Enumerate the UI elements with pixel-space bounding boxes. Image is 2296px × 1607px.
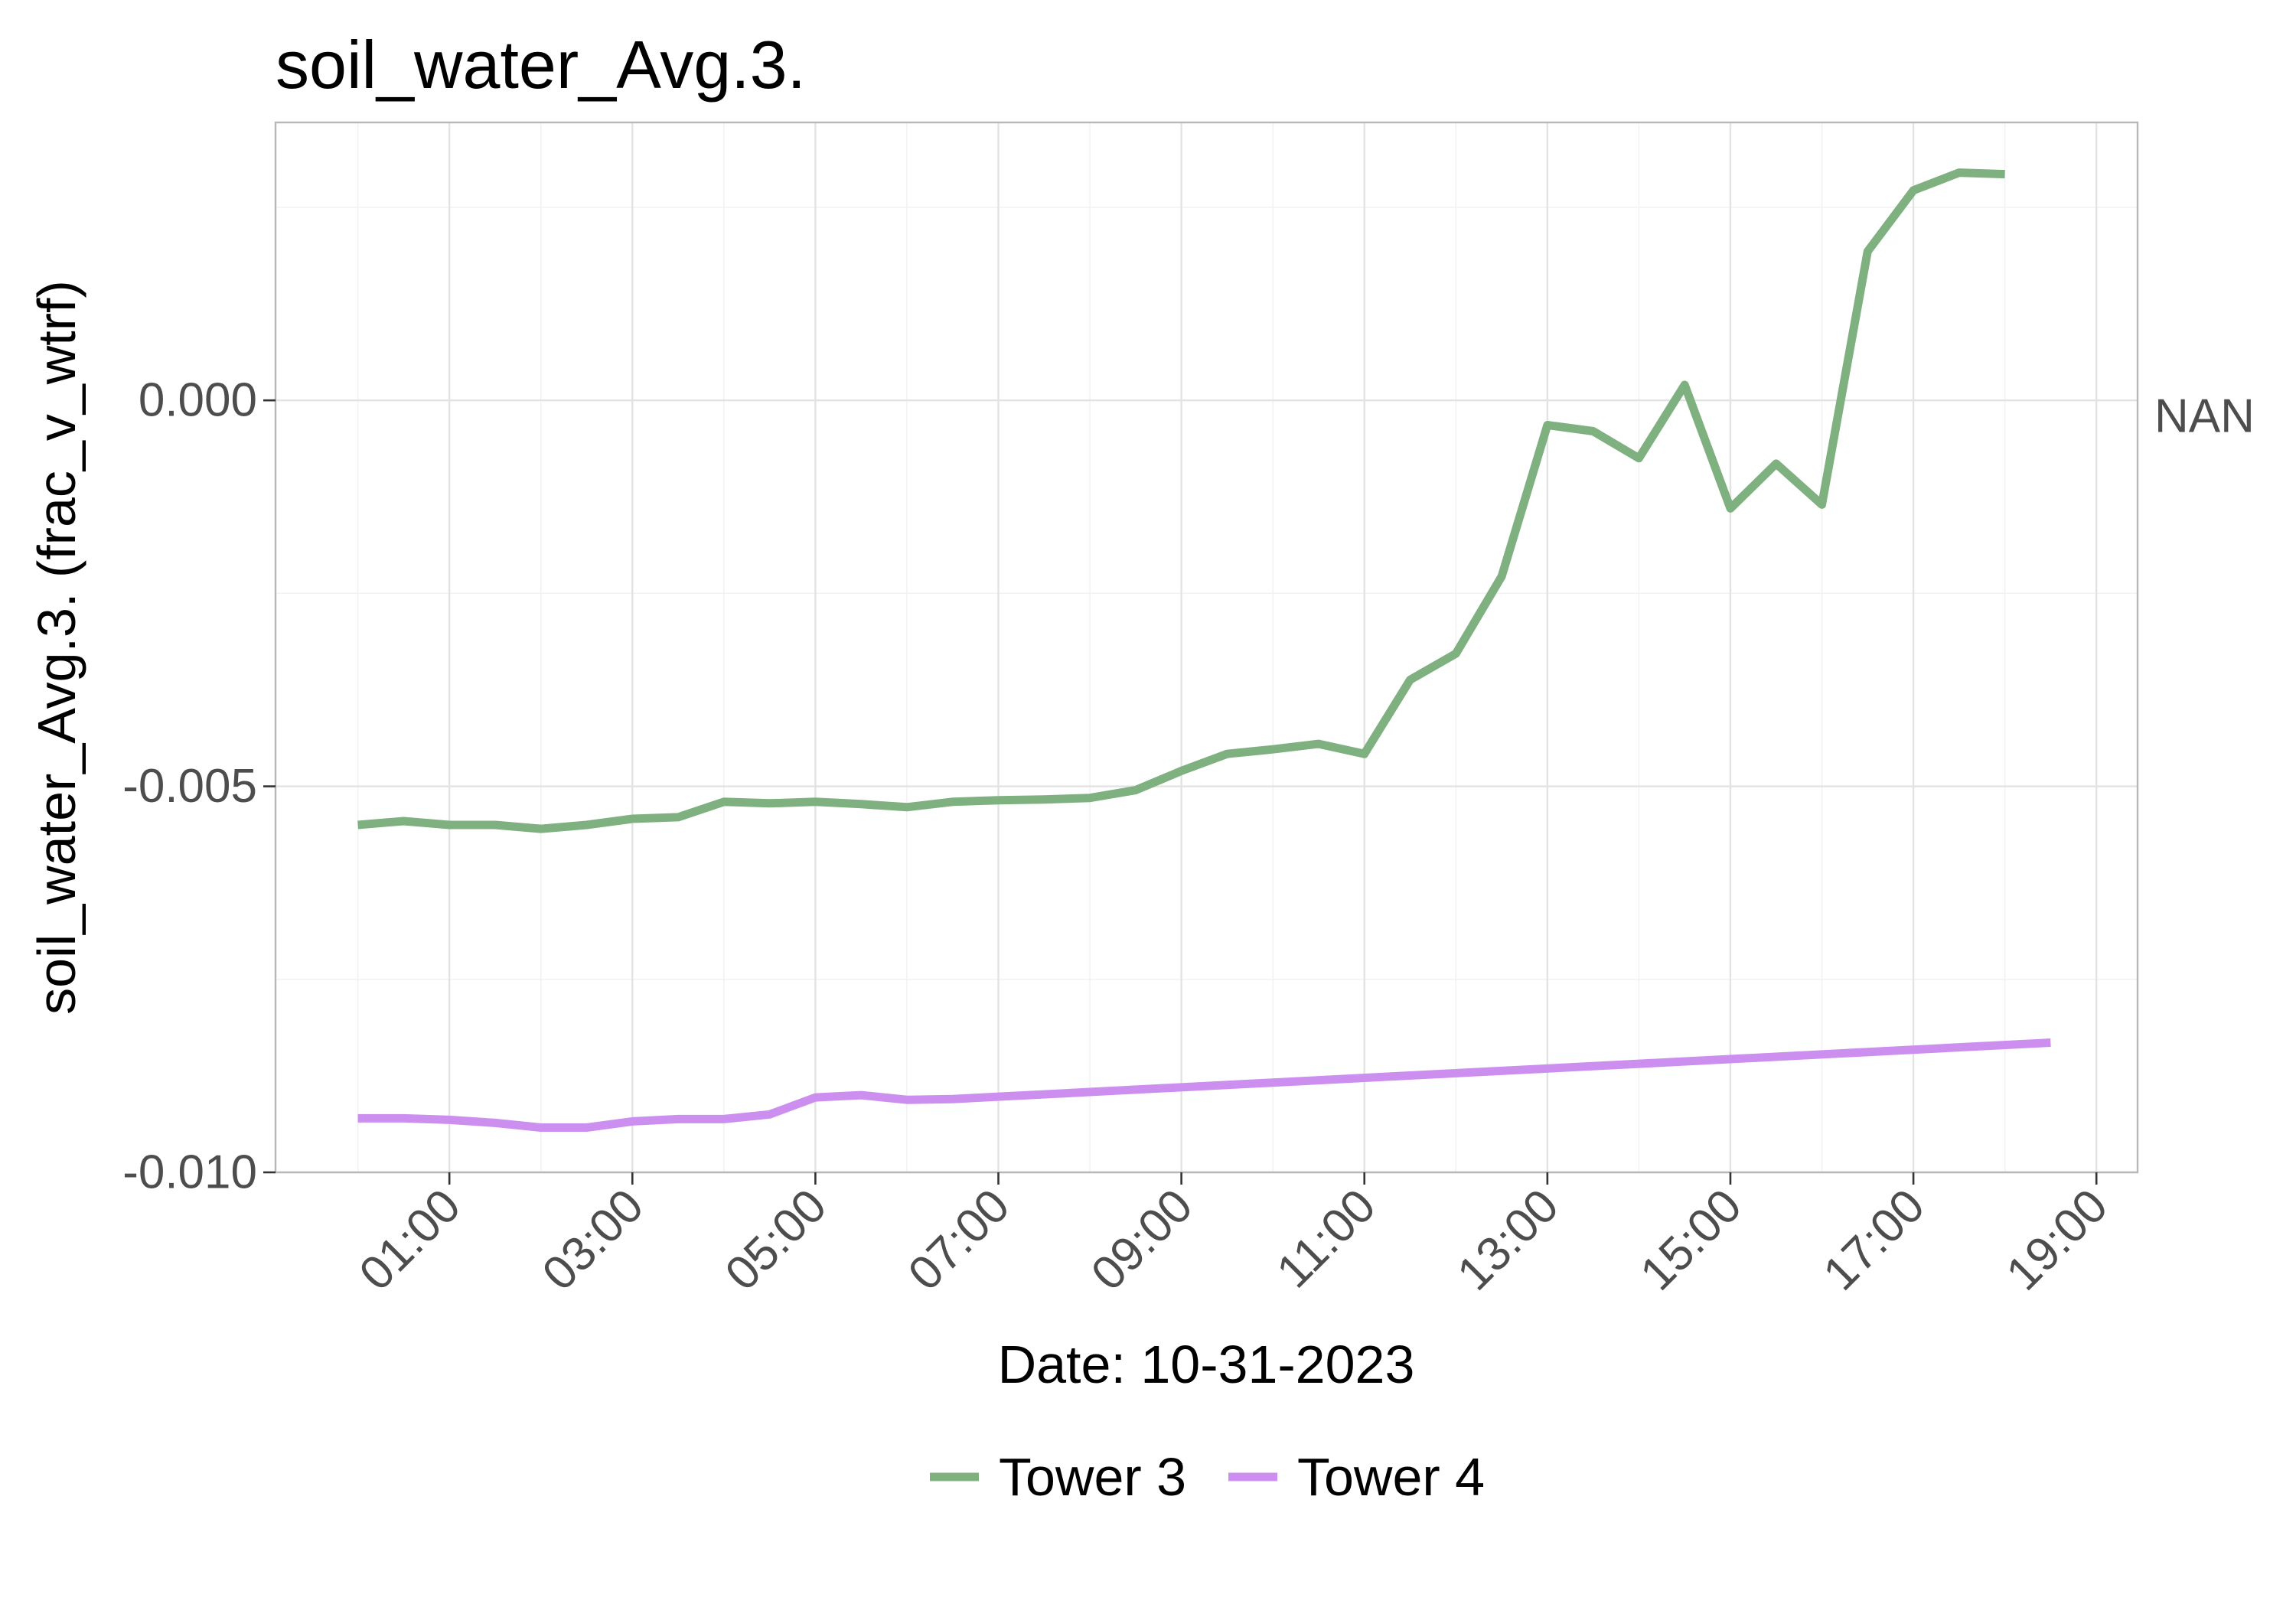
series-line-tower-3 [357,168,2005,833]
x-tick-label: 19:00 [1997,1179,2118,1301]
y-tick-label: 0.000 [139,374,257,427]
x-tick-label: 09:00 [1081,1179,1203,1301]
y-tick-label: -0.010 [122,1146,257,1199]
secondary-y-label: NAN [2154,390,2255,443]
x-tick-label: 13:00 [1447,1179,1569,1301]
minor-gridlines [276,122,2138,1172]
x-tick-label: 07:00 [899,1179,1020,1301]
series-line-tower-4 [357,1038,2051,1132]
legend-label-tower-4: Tower 4 [1297,1447,1485,1507]
plot-panel-border [274,121,2139,1174]
major-gridlines [276,122,2138,1174]
legend-label-tower-3: Tower 3 [999,1447,1186,1507]
x-tick-label: 05:00 [716,1179,837,1301]
x-tick-label: 01:00 [350,1179,471,1301]
chart-title: soil_water_Avg.3. [276,27,806,103]
x-tick-label: 15:00 [1630,1179,1752,1301]
x-axis: 01:00 03:00 05:00 07:00 09:00 11:00 13:00 15:00… [350,1172,2118,1301]
x-tick-label: 11:00 [1267,1179,1385,1298]
x-tick-label: 17:00 [1813,1179,1935,1301]
y-axis: 0.000 -0.005 -0.010 [122,374,276,1199]
series-lines [357,168,2051,1132]
x-tick-label: 03:00 [533,1179,654,1301]
x-axis-title: Date: 10-31-2023 [998,1335,1415,1394]
y-axis-title: soil_water_Avg.3. (frac_v_wtrf) [27,280,86,1015]
legend: Tower 3 Tower 4 [930,1447,1485,1507]
y-tick-label: -0.005 [122,760,257,813]
